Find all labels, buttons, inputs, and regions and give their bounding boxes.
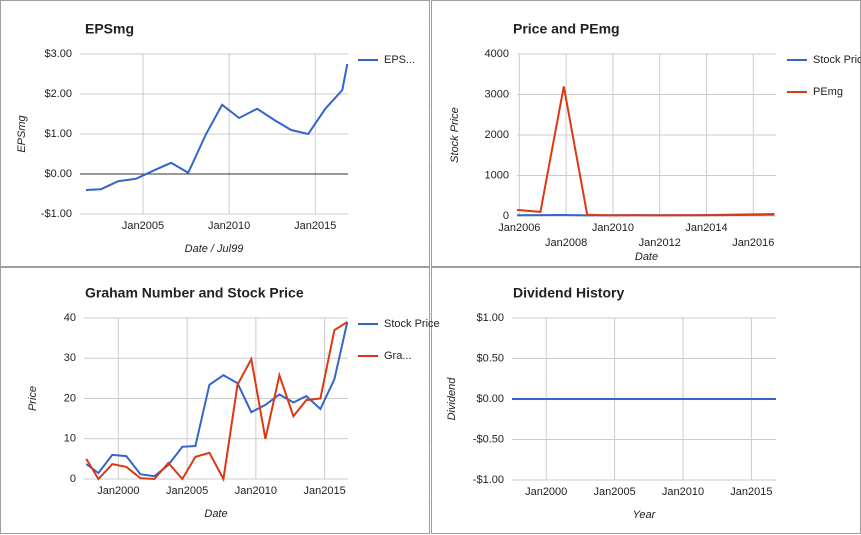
y-tick-label: $1.00 <box>44 128 72 140</box>
chart-title: EPSmg <box>85 21 134 37</box>
y-axis-label: Dividend <box>446 377 458 421</box>
x-tick-label: Jan2010 <box>208 220 250 232</box>
x-axis-label: Date <box>204 508 227 520</box>
x-tick-label: Jan2008 <box>545 237 587 249</box>
y-tick-label: 10 <box>64 433 76 445</box>
legend-label: Stock Price <box>384 318 440 330</box>
y-tick-label: 2000 <box>485 129 509 141</box>
y-tick-label: 3000 <box>485 88 509 100</box>
y-tick-label: -$0.50 <box>473 433 504 445</box>
y-tick-label: -$1.00 <box>473 474 504 486</box>
y-tick-label: 1000 <box>485 169 509 181</box>
x-tick-label: Jan2016 <box>732 237 774 249</box>
x-tick-label: Jan2015 <box>304 485 346 497</box>
line-series <box>85 321 349 478</box>
legend-label: Gra... <box>384 350 412 362</box>
panel <box>0 267 430 534</box>
x-tick-label: Jan2006 <box>498 222 540 234</box>
y-axis-label: Stock Price <box>449 107 461 163</box>
x-axis-label: Year <box>633 509 657 521</box>
line-series <box>516 86 775 217</box>
x-tick-label: Jan2015 <box>294 220 336 232</box>
x-tick-label: Jan2005 <box>166 485 208 497</box>
panel <box>431 0 861 267</box>
y-tick-label: 0 <box>503 210 509 222</box>
y-tick-label: $2.00 <box>44 88 72 100</box>
y-tick-label: 30 <box>64 352 76 364</box>
y-tick-label: 0 <box>70 473 76 485</box>
legend-label: PEmg <box>813 86 843 98</box>
x-tick-label: Jan2015 <box>730 486 772 498</box>
panel <box>431 267 861 534</box>
chart-title: Price and PEmg <box>513 21 620 37</box>
y-tick-label: $1.00 <box>476 312 504 324</box>
y-tick-label: -$1.00 <box>41 208 72 220</box>
x-axis-label: Date / Jul99 <box>185 243 244 255</box>
x-tick-label: Jan2010 <box>662 486 704 498</box>
y-tick-label: 4000 <box>485 48 509 60</box>
x-axis-label: Date <box>635 251 658 263</box>
x-tick-label: Jan2012 <box>639 237 681 249</box>
x-tick-label: Jan2010 <box>592 222 634 234</box>
chart-title: Dividend History <box>513 285 624 301</box>
legend-label: Stock Price <box>813 54 861 66</box>
x-tick-label: Jan2005 <box>122 220 164 232</box>
y-tick-label: $3.00 <box>44 48 72 60</box>
y-tick-label: 40 <box>64 312 76 324</box>
y-tick-label: $0.00 <box>44 168 72 180</box>
x-tick-label: Jan2010 <box>235 485 277 497</box>
line-series <box>85 321 348 483</box>
line-series <box>85 63 349 191</box>
y-tick-label: $0.00 <box>476 393 504 405</box>
y-axis-label: EPSmg <box>16 114 28 152</box>
x-tick-label: Jan2005 <box>593 486 635 498</box>
y-tick-label: $0.50 <box>476 352 504 364</box>
legend-label: EPS... <box>384 54 416 66</box>
x-tick-label: Jan2000 <box>525 486 567 498</box>
chart-title: Graham Number and Stock Price <box>85 285 304 301</box>
y-tick-label: 20 <box>64 392 76 404</box>
x-tick-label: Jan2000 <box>97 485 139 497</box>
y-axis-label: Price <box>27 386 39 411</box>
x-tick-label: Jan2014 <box>685 222 727 234</box>
